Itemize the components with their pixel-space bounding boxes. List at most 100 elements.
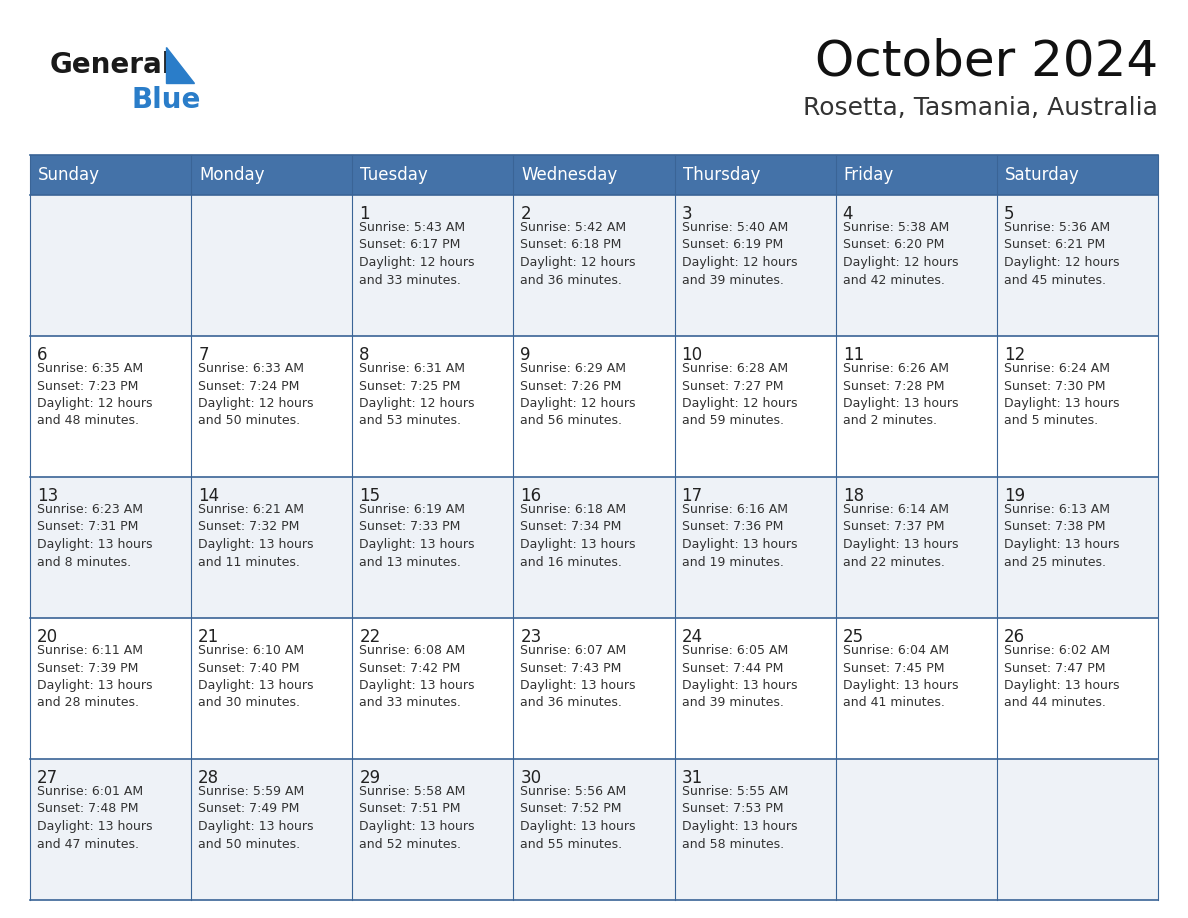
Bar	[30, 195, 191, 336]
Text: 2: 2	[520, 205, 531, 223]
Text: 24: 24	[682, 628, 702, 646]
Text: 28: 28	[198, 769, 220, 787]
Bar	[513, 195, 675, 336]
Bar	[675, 336, 835, 477]
Text: 12: 12	[1004, 346, 1025, 364]
Text: Friday: Friday	[843, 166, 893, 184]
Bar	[675, 155, 835, 195]
Text: 1: 1	[359, 205, 369, 223]
Bar	[353, 155, 513, 195]
Text: Tuesday: Tuesday	[360, 166, 428, 184]
Bar	[30, 618, 191, 759]
Text: Sunrise: 6:11 AM
Sunset: 7:39 PM
Daylight: 13 hours
and 28 minutes.: Sunrise: 6:11 AM Sunset: 7:39 PM Dayligh…	[37, 644, 152, 710]
Bar	[835, 155, 997, 195]
Bar	[513, 759, 675, 900]
Bar	[191, 618, 353, 759]
Text: Sunrise: 5:38 AM
Sunset: 6:20 PM
Daylight: 12 hours
and 42 minutes.: Sunrise: 5:38 AM Sunset: 6:20 PM Dayligh…	[842, 221, 959, 286]
Text: 30: 30	[520, 769, 542, 787]
Text: 6: 6	[37, 346, 48, 364]
Text: Sunrise: 5:43 AM
Sunset: 6:17 PM
Daylight: 12 hours
and 33 minutes.: Sunrise: 5:43 AM Sunset: 6:17 PM Dayligh…	[359, 221, 475, 286]
Text: Sunrise: 6:28 AM
Sunset: 7:27 PM
Daylight: 12 hours
and 59 minutes.: Sunrise: 6:28 AM Sunset: 7:27 PM Dayligh…	[682, 362, 797, 428]
Bar	[191, 336, 353, 477]
Text: 9: 9	[520, 346, 531, 364]
Text: Saturday: Saturday	[1005, 166, 1080, 184]
Bar	[353, 759, 513, 900]
Text: Sunrise: 6:14 AM
Sunset: 7:37 PM
Daylight: 13 hours
and 22 minutes.: Sunrise: 6:14 AM Sunset: 7:37 PM Dayligh…	[842, 503, 959, 568]
Text: 7: 7	[198, 346, 209, 364]
Text: Sunrise: 6:29 AM
Sunset: 7:26 PM
Daylight: 12 hours
and 56 minutes.: Sunrise: 6:29 AM Sunset: 7:26 PM Dayligh…	[520, 362, 636, 428]
Text: 5: 5	[1004, 205, 1015, 223]
Text: Thursday: Thursday	[683, 166, 760, 184]
Text: 14: 14	[198, 487, 220, 505]
Text: Sunrise: 5:58 AM
Sunset: 7:51 PM
Daylight: 13 hours
and 52 minutes.: Sunrise: 5:58 AM Sunset: 7:51 PM Dayligh…	[359, 785, 475, 850]
Text: Blue: Blue	[132, 86, 202, 114]
Text: Sunrise: 6:33 AM
Sunset: 7:24 PM
Daylight: 12 hours
and 50 minutes.: Sunrise: 6:33 AM Sunset: 7:24 PM Dayligh…	[198, 362, 314, 428]
Text: Rosetta, Tasmania, Australia: Rosetta, Tasmania, Australia	[803, 96, 1158, 120]
Bar	[675, 759, 835, 900]
Text: Sunrise: 5:40 AM
Sunset: 6:19 PM
Daylight: 12 hours
and 39 minutes.: Sunrise: 5:40 AM Sunset: 6:19 PM Dayligh…	[682, 221, 797, 286]
Text: 18: 18	[842, 487, 864, 505]
Text: Sunrise: 6:26 AM
Sunset: 7:28 PM
Daylight: 13 hours
and 2 minutes.: Sunrise: 6:26 AM Sunset: 7:28 PM Dayligh…	[842, 362, 959, 428]
Bar	[191, 477, 353, 618]
Bar	[835, 759, 997, 900]
Text: Sunrise: 6:08 AM
Sunset: 7:42 PM
Daylight: 13 hours
and 33 minutes.: Sunrise: 6:08 AM Sunset: 7:42 PM Dayligh…	[359, 644, 475, 710]
Text: October 2024: October 2024	[815, 38, 1158, 86]
Text: Sunrise: 6:31 AM
Sunset: 7:25 PM
Daylight: 12 hours
and 53 minutes.: Sunrise: 6:31 AM Sunset: 7:25 PM Dayligh…	[359, 362, 475, 428]
Text: Sunrise: 5:56 AM
Sunset: 7:52 PM
Daylight: 13 hours
and 55 minutes.: Sunrise: 5:56 AM Sunset: 7:52 PM Dayligh…	[520, 785, 636, 850]
Bar	[191, 759, 353, 900]
Bar	[997, 155, 1158, 195]
Bar	[997, 477, 1158, 618]
Bar	[835, 195, 997, 336]
Text: 26: 26	[1004, 628, 1025, 646]
Text: 15: 15	[359, 487, 380, 505]
Text: Sunrise: 6:04 AM
Sunset: 7:45 PM
Daylight: 13 hours
and 41 minutes.: Sunrise: 6:04 AM Sunset: 7:45 PM Dayligh…	[842, 644, 959, 710]
Text: Sunrise: 5:59 AM
Sunset: 7:49 PM
Daylight: 13 hours
and 50 minutes.: Sunrise: 5:59 AM Sunset: 7:49 PM Dayligh…	[198, 785, 314, 850]
Bar	[835, 477, 997, 618]
Text: 22: 22	[359, 628, 380, 646]
Text: Sunrise: 6:23 AM
Sunset: 7:31 PM
Daylight: 13 hours
and 8 minutes.: Sunrise: 6:23 AM Sunset: 7:31 PM Dayligh…	[37, 503, 152, 568]
Text: 11: 11	[842, 346, 864, 364]
Text: Sunrise: 6:19 AM
Sunset: 7:33 PM
Daylight: 13 hours
and 13 minutes.: Sunrise: 6:19 AM Sunset: 7:33 PM Dayligh…	[359, 503, 475, 568]
Text: 23: 23	[520, 628, 542, 646]
Text: Monday: Monday	[200, 166, 265, 184]
Bar	[353, 195, 513, 336]
Text: Sunrise: 6:13 AM
Sunset: 7:38 PM
Daylight: 13 hours
and 25 minutes.: Sunrise: 6:13 AM Sunset: 7:38 PM Dayligh…	[1004, 503, 1119, 568]
Bar	[835, 336, 997, 477]
Text: Sunrise: 5:55 AM
Sunset: 7:53 PM
Daylight: 13 hours
and 58 minutes.: Sunrise: 5:55 AM Sunset: 7:53 PM Dayligh…	[682, 785, 797, 850]
Text: 8: 8	[359, 346, 369, 364]
Text: 31: 31	[682, 769, 703, 787]
Bar	[30, 336, 191, 477]
Text: Sunrise: 6:10 AM
Sunset: 7:40 PM
Daylight: 13 hours
and 30 minutes.: Sunrise: 6:10 AM Sunset: 7:40 PM Dayligh…	[198, 644, 314, 710]
Text: Sunday: Sunday	[38, 166, 100, 184]
Text: 25: 25	[842, 628, 864, 646]
Text: 29: 29	[359, 769, 380, 787]
Text: Sunrise: 6:07 AM
Sunset: 7:43 PM
Daylight: 13 hours
and 36 minutes.: Sunrise: 6:07 AM Sunset: 7:43 PM Dayligh…	[520, 644, 636, 710]
Bar	[997, 759, 1158, 900]
Text: General: General	[50, 51, 172, 79]
Bar	[513, 477, 675, 618]
Bar	[675, 477, 835, 618]
Bar	[353, 336, 513, 477]
Bar	[513, 155, 675, 195]
Text: Sunrise: 6:35 AM
Sunset: 7:23 PM
Daylight: 12 hours
and 48 minutes.: Sunrise: 6:35 AM Sunset: 7:23 PM Dayligh…	[37, 362, 152, 428]
Text: Sunrise: 6:21 AM
Sunset: 7:32 PM
Daylight: 13 hours
and 11 minutes.: Sunrise: 6:21 AM Sunset: 7:32 PM Dayligh…	[198, 503, 314, 568]
Bar	[513, 336, 675, 477]
Text: Wednesday: Wednesday	[522, 166, 618, 184]
Bar	[997, 195, 1158, 336]
Bar	[30, 155, 191, 195]
Bar	[675, 195, 835, 336]
Bar	[997, 336, 1158, 477]
Bar	[835, 618, 997, 759]
Bar	[353, 618, 513, 759]
Bar	[997, 618, 1158, 759]
Text: Sunrise: 6:05 AM
Sunset: 7:44 PM
Daylight: 13 hours
and 39 minutes.: Sunrise: 6:05 AM Sunset: 7:44 PM Dayligh…	[682, 644, 797, 710]
Text: 17: 17	[682, 487, 702, 505]
Text: Sunrise: 6:24 AM
Sunset: 7:30 PM
Daylight: 13 hours
and 5 minutes.: Sunrise: 6:24 AM Sunset: 7:30 PM Dayligh…	[1004, 362, 1119, 428]
Text: 27: 27	[37, 769, 58, 787]
Text: Sunrise: 5:42 AM
Sunset: 6:18 PM
Daylight: 12 hours
and 36 minutes.: Sunrise: 5:42 AM Sunset: 6:18 PM Dayligh…	[520, 221, 636, 286]
Text: 20: 20	[37, 628, 58, 646]
Text: 16: 16	[520, 487, 542, 505]
Text: 10: 10	[682, 346, 702, 364]
Bar	[30, 477, 191, 618]
Text: Sunrise: 6:16 AM
Sunset: 7:36 PM
Daylight: 13 hours
and 19 minutes.: Sunrise: 6:16 AM Sunset: 7:36 PM Dayligh…	[682, 503, 797, 568]
